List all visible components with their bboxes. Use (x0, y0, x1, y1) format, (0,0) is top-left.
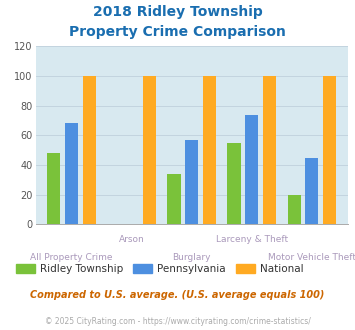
Bar (65, 123, 78, 224)
Bar (228, 143, 241, 224)
Bar (83, 76, 96, 224)
Legend: Ridley Township, Pennsylvania, National: Ridley Township, Pennsylvania, National (16, 264, 304, 274)
Bar (185, 140, 198, 224)
Bar (203, 76, 216, 224)
Bar (323, 76, 336, 224)
Text: Larceny & Theft: Larceny & Theft (216, 235, 288, 244)
Text: 2018 Ridley Township: 2018 Ridley Township (93, 5, 262, 19)
Text: All Property Crime: All Property Crime (30, 253, 113, 262)
Text: Property Crime Comparison: Property Crime Comparison (69, 25, 286, 39)
Bar (47, 153, 60, 224)
Bar (263, 76, 276, 224)
Text: © 2025 CityRating.com - https://www.cityrating.com/crime-statistics/: © 2025 CityRating.com - https://www.city… (45, 317, 310, 326)
Bar (245, 115, 258, 224)
Bar (288, 195, 301, 224)
Bar (143, 76, 156, 224)
Text: Compared to U.S. average. (U.S. average equals 100): Compared to U.S. average. (U.S. average … (30, 290, 325, 300)
Bar (305, 157, 318, 224)
Text: Arson: Arson (119, 235, 144, 244)
Text: Burglary: Burglary (173, 253, 211, 262)
Text: Motor Vehicle Theft: Motor Vehicle Theft (268, 253, 355, 262)
Bar (167, 174, 181, 224)
